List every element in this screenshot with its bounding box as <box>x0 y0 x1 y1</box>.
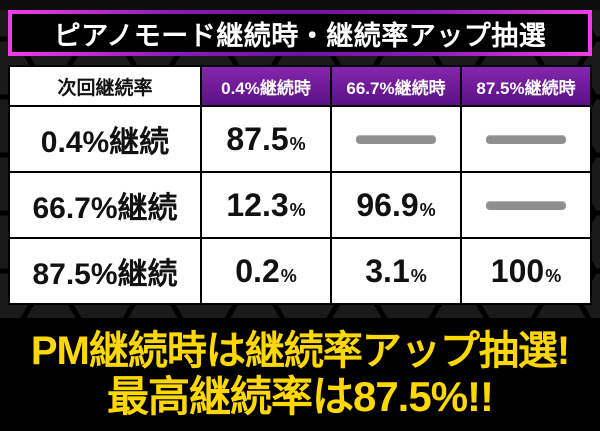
footer-line-1: PM継続時は継続率アップ抽選! <box>30 329 570 374</box>
row-label-87.5: 87.5%継続 <box>10 239 200 303</box>
percent-sign: % <box>545 266 562 286</box>
value-cell: 12.3% <box>202 173 330 237</box>
row-label-0.4: 0.4%継続 <box>10 107 200 171</box>
rate-value: 87.5 <box>226 121 289 157</box>
value-cell: 100% <box>462 239 590 303</box>
percent-sign: % <box>410 266 427 286</box>
col-header-87.5: 87.5%継続時 <box>462 67 590 105</box>
empty-cell <box>462 173 590 237</box>
percent-sign: % <box>419 200 436 220</box>
col-header-0.4: 0.4%継続時 <box>202 67 330 105</box>
page-title: ピアノモード継続時・継続率アップ抽選 <box>53 20 547 51</box>
footer-callout: PM継続時は継続率アップ抽選! 最高継続率は87.5%!! <box>0 318 600 431</box>
footer-line-2: 最高継続率は87.5%!! <box>106 373 494 421</box>
rate-value: 12.3 <box>226 187 289 223</box>
title-bar: ピアノモード継続時・継続率アップ抽選 <box>8 10 592 56</box>
rate-value: 3.1 <box>365 253 410 289</box>
value-cell: 3.1% <box>332 239 460 303</box>
value-cell: 87.5% <box>202 107 330 171</box>
rate-value: 0.2 <box>235 253 280 289</box>
continuation-rate-table: 次回継続率 0.4%継続時 66.7%継続時 87.5%継続時 0.4%継続 8… <box>8 65 592 305</box>
value-cell: 96.9% <box>332 173 460 237</box>
value-cell: 0.2% <box>202 239 330 303</box>
dash-icon <box>486 200 566 210</box>
rate-value: 100 <box>490 253 545 289</box>
empty-cell <box>332 107 460 171</box>
col-header-66.7: 66.7%継続時 <box>332 67 460 105</box>
percent-sign: % <box>289 200 306 220</box>
percent-sign: % <box>289 134 306 154</box>
rate-value: 96.9 <box>356 187 419 223</box>
corner-header: 次回継続率 <box>10 67 200 105</box>
row-label-66.7: 66.7%継続 <box>10 173 200 237</box>
percent-sign: % <box>280 266 297 286</box>
empty-cell <box>462 107 590 171</box>
dash-icon <box>356 134 436 144</box>
dash-icon <box>486 134 566 144</box>
infographic: ピアノモード継続時・継続率アップ抽選 次回継続率 0.4%継続時 66.7%継続… <box>0 10 600 431</box>
